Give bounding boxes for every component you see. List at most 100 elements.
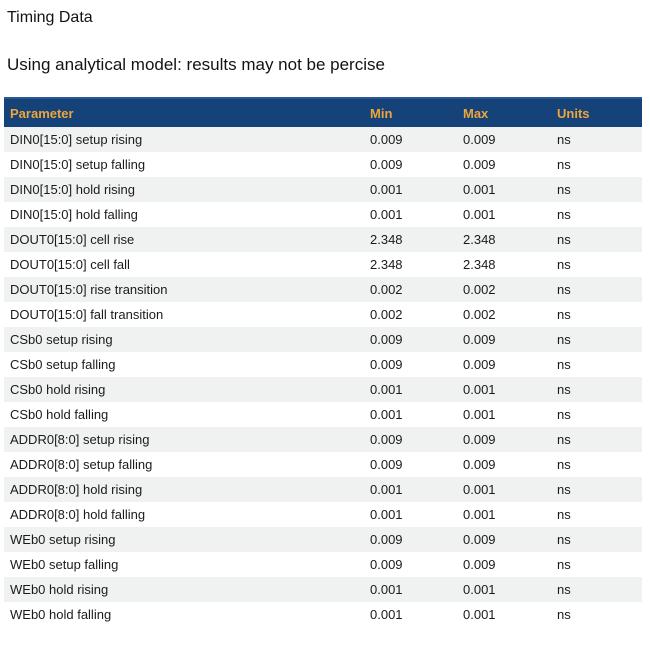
cell-parameter: DIN0[15:0] hold falling: [4, 202, 364, 227]
table-row: WEb0 setup falling 0.009 0.009 ns: [4, 552, 642, 577]
cell-units: ns: [551, 227, 642, 252]
cell-min: 0.001: [364, 602, 457, 627]
cell-max: 0.001: [457, 202, 551, 227]
cell-min: 0.009: [364, 527, 457, 552]
table-row: CSb0 setup rising 0.009 0.009 ns: [4, 327, 642, 352]
timing-data-table: Parameter Min Max Units DIN0[15:0] setup…: [4, 97, 642, 627]
cell-min: 0.001: [364, 502, 457, 527]
table-row: CSb0 hold rising 0.001 0.001 ns: [4, 377, 642, 402]
cell-parameter: DOUT0[15:0] cell rise: [4, 227, 364, 252]
cell-min: 0.001: [364, 177, 457, 202]
page-title: Timing Data: [7, 9, 93, 26]
table-row: ADDR0[8:0] hold rising 0.001 0.001 ns: [4, 477, 642, 502]
cell-parameter: WEb0 hold rising: [4, 577, 364, 602]
cell-min: 0.001: [364, 377, 457, 402]
cell-max: 0.009: [457, 352, 551, 377]
cell-max: 0.002: [457, 302, 551, 327]
cell-min: 0.001: [364, 577, 457, 602]
table-header-row: Parameter Min Max Units: [4, 97, 642, 127]
cell-parameter: CSb0 hold rising: [4, 377, 364, 402]
cell-min: 0.009: [364, 452, 457, 477]
cell-max: 0.001: [457, 502, 551, 527]
cell-units: ns: [551, 377, 642, 402]
table-row: DOUT0[15:0] cell fall 2.348 2.348 ns: [4, 252, 642, 277]
cell-max: 0.001: [457, 402, 551, 427]
cell-parameter: WEb0 hold falling: [4, 602, 364, 627]
cell-units: ns: [551, 277, 642, 302]
cell-max: 0.001: [457, 602, 551, 627]
cell-parameter: CSb0 hold falling: [4, 402, 364, 427]
table-row: DIN0[15:0] hold rising 0.001 0.001 ns: [4, 177, 642, 202]
cell-units: ns: [551, 202, 642, 227]
cell-parameter: DIN0[15:0] setup falling: [4, 152, 364, 177]
cell-max: 0.001: [457, 177, 551, 202]
table-row: WEb0 hold rising 0.001 0.001 ns: [4, 577, 642, 602]
cell-min: 0.001: [364, 477, 457, 502]
cell-min: 2.348: [364, 227, 457, 252]
cell-min: 0.009: [364, 352, 457, 377]
cell-parameter: WEb0 setup rising: [4, 527, 364, 552]
table-row: DOUT0[15:0] rise transition 0.002 0.002 ns: [4, 277, 642, 302]
cell-parameter: DIN0[15:0] setup rising: [4, 127, 364, 152]
table-row: WEb0 hold falling 0.001 0.001 ns: [4, 602, 642, 627]
cell-units: ns: [551, 177, 642, 202]
cell-max: 0.001: [457, 577, 551, 602]
cell-min: 0.009: [364, 152, 457, 177]
cell-parameter: ADDR0[8:0] setup rising: [4, 427, 364, 452]
cell-units: ns: [551, 552, 642, 577]
column-header-parameter: Parameter: [4, 97, 364, 127]
timing-report-page: Timing Data Using analytical model: resu…: [4, 9, 642, 627]
cell-max: 0.001: [457, 477, 551, 502]
cell-min: 0.002: [364, 302, 457, 327]
cell-min: 0.001: [364, 402, 457, 427]
cell-parameter: ADDR0[8:0] hold falling: [4, 502, 364, 527]
cell-max: 0.009: [457, 427, 551, 452]
cell-max: 2.348: [457, 252, 551, 277]
cell-units: ns: [551, 302, 642, 327]
cell-max: 0.009: [457, 452, 551, 477]
cell-max: 0.009: [457, 327, 551, 352]
cell-units: ns: [551, 402, 642, 427]
cell-max: 0.009: [457, 152, 551, 177]
column-header-max: Max: [457, 97, 551, 127]
table-header: Parameter Min Max Units: [4, 97, 642, 127]
table-row: DIN0[15:0] hold falling 0.001 0.001 ns: [4, 202, 642, 227]
table-row: CSb0 setup falling 0.009 0.009 ns: [4, 352, 642, 377]
table-body: DIN0[15:0] setup rising 0.009 0.009 ns DIN0[…: [4, 127, 642, 627]
cell-parameter: ADDR0[8:0] setup falling: [4, 452, 364, 477]
cell-min: 0.001: [364, 202, 457, 227]
table-row: DOUT0[15:0] cell rise 2.348 2.348 ns: [4, 227, 642, 252]
cell-parameter: CSb0 setup rising: [4, 327, 364, 352]
table-row: DIN0[15:0] setup falling 0.009 0.009 ns: [4, 152, 642, 177]
cell-max: 0.009: [457, 552, 551, 577]
cell-min: 0.009: [364, 552, 457, 577]
table-row: ADDR0[8:0] setup falling 0.009 0.009 ns: [4, 452, 642, 477]
cell-min: 0.009: [364, 327, 457, 352]
cell-units: ns: [551, 352, 642, 377]
cell-units: ns: [551, 602, 642, 627]
cell-units: ns: [551, 527, 642, 552]
table-row: DOUT0[15:0] fall transition 0.002 0.002 ns: [4, 302, 642, 327]
cell-parameter: DOUT0[15:0] rise transition: [4, 277, 364, 302]
cell-units: ns: [551, 252, 642, 277]
table-row: DIN0[15:0] setup rising 0.009 0.009 ns: [4, 127, 642, 152]
cell-units: ns: [551, 427, 642, 452]
cell-max: 2.348: [457, 227, 551, 252]
cell-min: 0.009: [364, 127, 457, 152]
cell-units: ns: [551, 127, 642, 152]
cell-max: 0.009: [457, 527, 551, 552]
cell-parameter: CSb0 setup falling: [4, 352, 364, 377]
cell-max: 0.009: [457, 127, 551, 152]
cell-parameter: WEb0 setup falling: [4, 552, 364, 577]
cell-min: 0.002: [364, 277, 457, 302]
cell-max: 0.002: [457, 277, 551, 302]
column-header-units: Units: [551, 97, 642, 127]
cell-units: ns: [551, 577, 642, 602]
cell-parameter: DIN0[15:0] hold rising: [4, 177, 364, 202]
cell-units: ns: [551, 477, 642, 502]
model-disclaimer-text: Using analytical model: results may not …: [7, 55, 385, 74]
cell-parameter: DOUT0[15:0] fall transition: [4, 302, 364, 327]
cell-units: ns: [551, 502, 642, 527]
cell-parameter: ADDR0[8:0] hold rising: [4, 477, 364, 502]
table-row: ADDR0[8:0] hold falling 0.001 0.001 ns: [4, 502, 642, 527]
